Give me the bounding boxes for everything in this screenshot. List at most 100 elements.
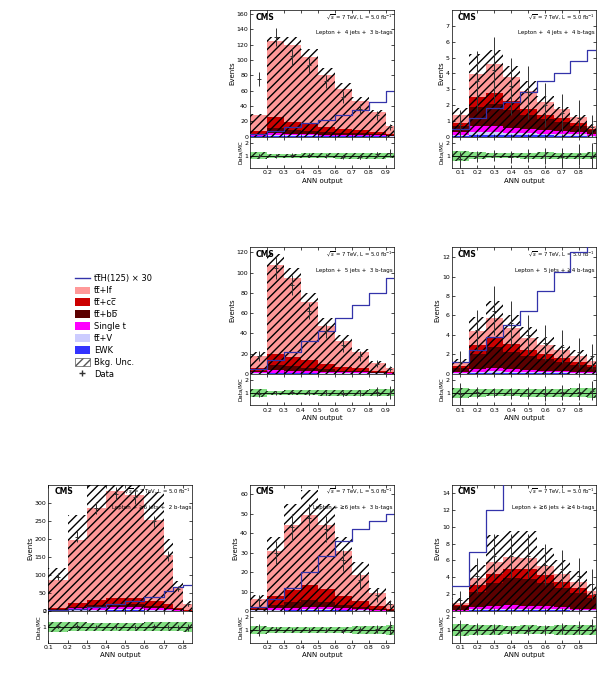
Bar <box>520 389 537 396</box>
Bar <box>503 609 520 610</box>
Bar <box>369 112 386 132</box>
Y-axis label: Events: Events <box>434 299 440 322</box>
Bar <box>369 132 386 135</box>
Bar <box>250 626 267 634</box>
Bar <box>284 154 301 158</box>
Bar <box>284 627 301 633</box>
Bar <box>503 605 520 609</box>
Bar <box>452 135 469 136</box>
Bar <box>335 133 352 135</box>
Bar <box>587 591 596 595</box>
Bar <box>503 369 520 371</box>
Bar <box>469 318 486 374</box>
Bar <box>301 153 318 158</box>
Bar <box>335 605 352 609</box>
Bar <box>284 135 301 136</box>
Bar <box>452 388 469 398</box>
Bar <box>503 626 520 634</box>
Bar <box>587 365 596 367</box>
Bar <box>386 390 394 396</box>
Bar <box>452 369 469 373</box>
Bar <box>537 96 554 137</box>
Bar <box>284 390 301 395</box>
Bar <box>250 598 267 607</box>
Bar <box>554 131 571 134</box>
Bar <box>486 562 503 574</box>
Bar <box>335 627 352 633</box>
Bar <box>318 602 335 607</box>
Bar <box>469 585 486 592</box>
Bar <box>503 65 520 137</box>
Bar <box>369 606 386 609</box>
Bar <box>318 132 335 135</box>
Bar <box>164 555 173 605</box>
Bar <box>145 606 164 608</box>
Bar <box>537 152 554 159</box>
Bar <box>267 610 284 611</box>
Y-axis label: Data/MC: Data/MC <box>238 141 243 165</box>
Bar <box>386 367 394 374</box>
Bar <box>520 610 537 611</box>
Bar <box>503 77 520 101</box>
Text: $\sqrt{s}$ = 7 TeV, L = 5.0 fb$^{-1}$: $\sqrt{s}$ = 7 TeV, L = 5.0 fb$^{-1}$ <box>528 250 595 259</box>
Bar <box>571 610 587 611</box>
Bar <box>571 588 587 593</box>
Bar <box>352 390 369 396</box>
Bar <box>386 625 394 634</box>
Bar <box>503 153 520 158</box>
Bar <box>250 134 267 135</box>
Bar <box>571 152 587 158</box>
Bar <box>554 345 571 374</box>
Bar <box>301 124 318 131</box>
Bar <box>284 371 301 373</box>
Bar <box>571 362 587 364</box>
Bar <box>284 130 301 134</box>
Bar <box>469 330 486 345</box>
Bar <box>301 609 318 610</box>
Bar <box>571 388 587 397</box>
Bar <box>386 368 394 372</box>
Bar <box>469 345 486 354</box>
Bar <box>267 354 284 365</box>
Bar <box>284 627 301 633</box>
Bar <box>520 82 537 137</box>
Bar <box>267 154 284 158</box>
Bar <box>301 627 318 633</box>
Bar <box>469 126 486 132</box>
Text: Lepton +  5 jets + ≥4 b-tags: Lepton + 5 jets + ≥4 b-tags <box>515 268 595 273</box>
Bar <box>554 389 571 396</box>
Bar <box>452 624 469 636</box>
Bar <box>125 610 145 611</box>
Bar <box>284 134 301 135</box>
Bar <box>537 575 554 583</box>
Bar <box>554 626 571 634</box>
Bar <box>318 372 335 373</box>
Bar <box>250 368 267 371</box>
Bar <box>587 388 596 398</box>
Bar <box>520 626 537 634</box>
Bar <box>369 110 386 137</box>
Bar <box>335 551 352 596</box>
Bar <box>318 390 335 396</box>
Bar <box>503 128 520 133</box>
Bar <box>469 73 486 97</box>
Bar <box>386 372 394 373</box>
Bar <box>469 625 486 634</box>
Y-axis label: Data/MC: Data/MC <box>36 615 41 639</box>
Bar <box>571 582 587 588</box>
Bar <box>68 609 87 610</box>
Bar <box>318 364 335 369</box>
Bar <box>106 607 125 609</box>
Bar <box>301 56 318 124</box>
Bar <box>452 123 469 126</box>
Bar <box>267 265 284 354</box>
Bar <box>571 350 587 374</box>
Bar <box>469 354 486 369</box>
Bar <box>335 89 352 129</box>
Bar <box>537 119 554 131</box>
Bar <box>164 622 173 631</box>
Bar <box>335 153 352 158</box>
Bar <box>352 152 369 158</box>
Bar <box>520 531 537 611</box>
Bar <box>452 150 469 160</box>
